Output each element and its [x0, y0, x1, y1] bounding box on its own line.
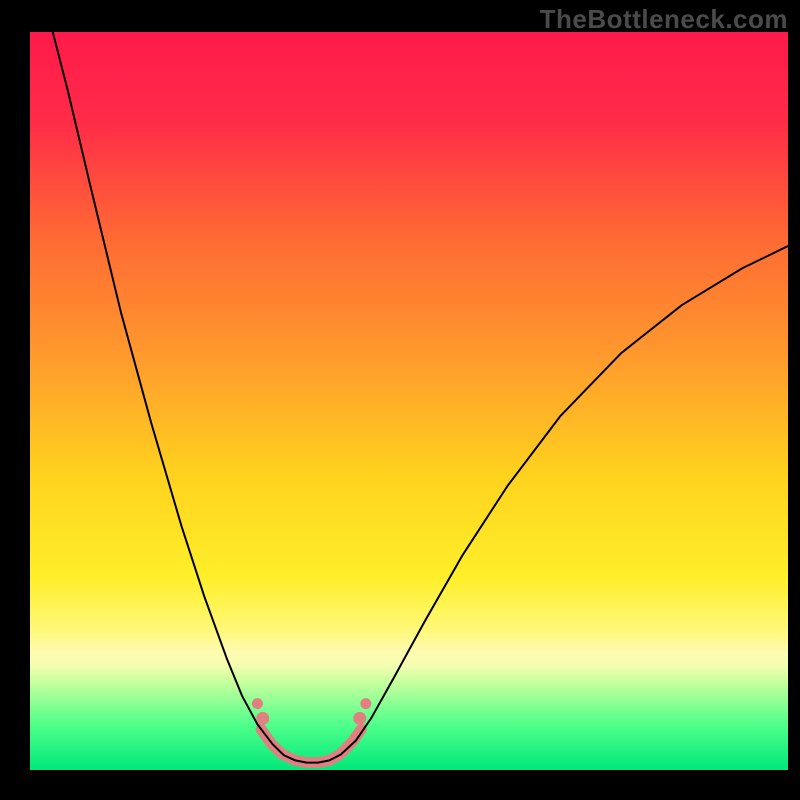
highlight-dot [256, 712, 269, 725]
gradient-background [30, 32, 788, 770]
chart-frame: TheBottleneck.com [0, 0, 800, 800]
highlight-dot [360, 698, 371, 709]
watermark-text: TheBottleneck.com [540, 4, 788, 35]
highlight-dot [353, 712, 366, 725]
plot-area [30, 32, 788, 770]
highlight-dot [252, 698, 263, 709]
chart-svg [30, 32, 788, 770]
